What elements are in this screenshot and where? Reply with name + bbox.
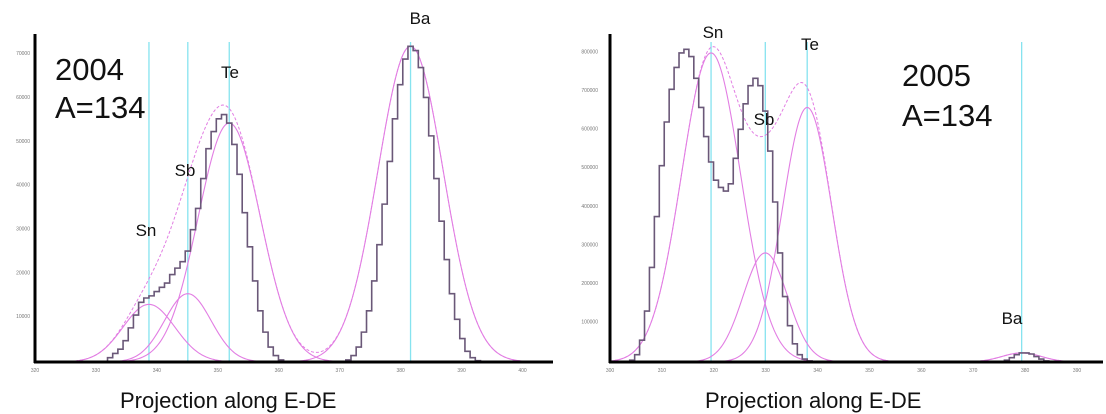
x-tick-label: 320	[31, 368, 40, 374]
data-histogram	[610, 48, 1103, 363]
chart-panel-2005: 100000 200000 300000 400000 500000 600000 7000…	[581, 23, 1103, 413]
peak-label-sb: Sb	[754, 110, 775, 129]
y-tick-label: 300000	[581, 242, 598, 248]
x-tick-label: 380	[1021, 368, 1030, 374]
y-tick-label: 600000	[581, 127, 598, 133]
y-tick-label: 700000	[581, 88, 598, 94]
peak-label-sb: Sb	[175, 161, 196, 180]
peak-label-sn: Sn	[703, 23, 724, 42]
component-curve-sb	[610, 252, 1103, 363]
component-curve-te	[610, 106, 1103, 363]
y-tick-label: 800000	[581, 50, 598, 56]
y-tick-label: 30000	[16, 226, 30, 232]
x-tick-label: 390	[1073, 368, 1082, 374]
mass-label: A=134	[55, 90, 146, 125]
x-tick-label: 330	[762, 368, 771, 374]
year-label: 2005	[902, 58, 971, 93]
peak-label-sn: Sn	[136, 221, 157, 240]
x-tick-label: 380	[396, 368, 405, 374]
x-tick-label: 370	[336, 368, 345, 374]
peak-label-te: Te	[221, 63, 239, 82]
y-tick-label: 400000	[581, 204, 598, 210]
x-tick-label: 300	[606, 368, 615, 374]
component-curve-sb	[35, 293, 553, 363]
peak-label-ba: Ba	[1002, 309, 1023, 328]
chart-panel-2004: 10000 20000 30000 40000 50000 60000 70000 320 33…	[16, 9, 554, 413]
y-tick-label: 20000	[16, 270, 30, 276]
x-tick-label: 330	[92, 368, 101, 374]
y-tick-label: 50000	[16, 139, 30, 145]
x-tick-label: 310	[658, 368, 667, 374]
y-tick-label: 40000	[16, 183, 30, 189]
year-label: 2004	[55, 52, 124, 87]
component-curve-sn	[609, 52, 1103, 363]
x-tick-label: 400	[518, 368, 527, 374]
mass-label: A=134	[902, 98, 993, 133]
y-tick-label: 10000	[16, 314, 30, 320]
x-tick-label: 350	[865, 368, 874, 374]
y-tick-label: 100000	[581, 319, 598, 325]
x-tick-label: 340	[153, 368, 162, 374]
x-tick-label: 360	[917, 368, 926, 374]
x-tick-label: 350	[214, 368, 223, 374]
y-tick-label: 60000	[16, 95, 30, 101]
y-tick-label: 500000	[581, 165, 598, 171]
component-curve-te	[35, 122, 553, 363]
total-fit-curve	[609, 46, 1103, 363]
x-tick-label: 340	[813, 368, 822, 374]
x-axis-label: Projection along E-DE	[705, 388, 921, 413]
x-axis-label: Projection along E-DE	[120, 388, 336, 413]
data-histogram	[35, 45, 553, 363]
peak-label-ba: Ba	[410, 9, 431, 28]
total-fit-curve	[35, 45, 554, 363]
x-tick-label: 320	[710, 368, 719, 374]
y-tick-label: 70000	[16, 51, 30, 57]
peak-label-te: Te	[801, 35, 819, 54]
y-tick-label: 200000	[581, 281, 598, 287]
x-tick-label: 360	[275, 368, 284, 374]
x-tick-label: 370	[969, 368, 978, 374]
x-tick-label: 390	[457, 368, 466, 374]
